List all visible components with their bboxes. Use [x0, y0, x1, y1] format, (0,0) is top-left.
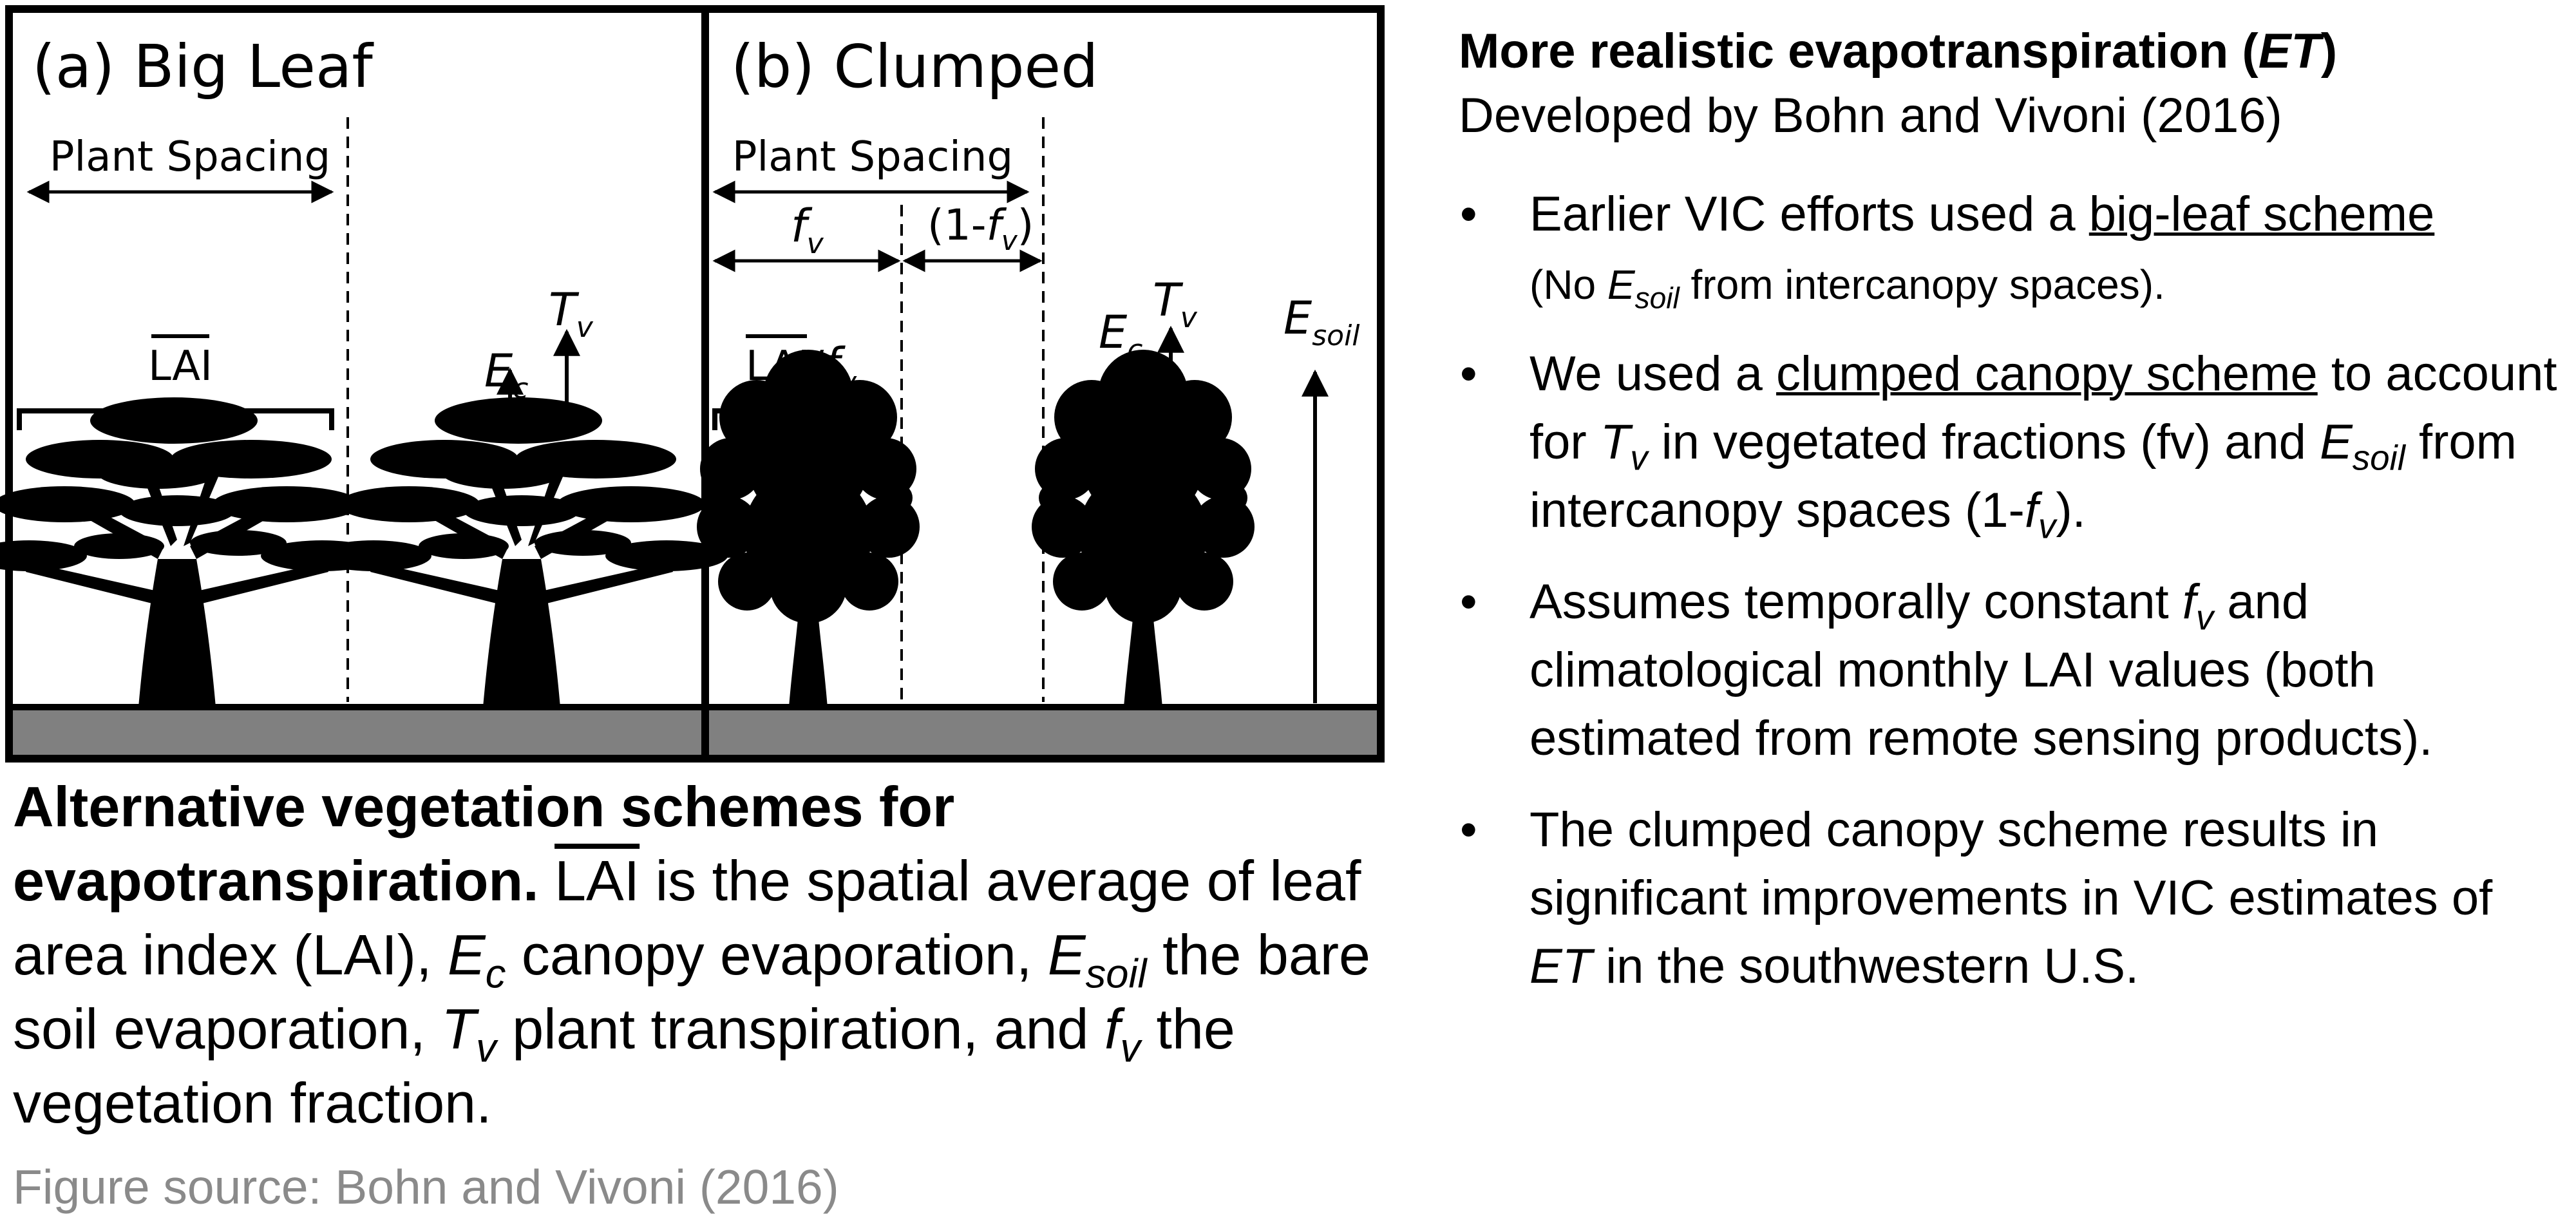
panel-b-esoil-label: Esoil	[1283, 292, 1360, 352]
panel-b-one-minus-fv-label: (1-fv)	[927, 200, 1034, 256]
ground-strip	[9, 707, 1381, 759]
panel-b-tv-label: Tv	[1153, 274, 1198, 334]
bullet-clumped: We used a clumped canopy scheme to accou…	[1459, 340, 2566, 545]
panel-a-ec-label: Ec	[484, 345, 528, 405]
bullet-big-leaf: Earlier VIC efforts used a big-leaf sche…	[1459, 180, 2566, 317]
figure-source: Figure source: Bohn and Vivoni (2016)	[13, 1160, 839, 1214]
panel-a-tv-label: Tv	[549, 283, 594, 344]
panel-a-title: (a) Big Leaf	[32, 32, 374, 101]
bullet-assumes: Assumes temporally constant fv and clima…	[1459, 568, 2566, 773]
panel-b-fv-label: fv	[791, 200, 824, 260]
vegetation-scheme-figure: (a) Big Leaf Plant Spacing LAI Ec Tv (b)…	[0, 5, 1385, 763]
bullet-results: The clumped canopy scheme results in sig…	[1459, 796, 2566, 1001]
panel-b-frame	[701, 5, 1385, 763]
panel-b-plant-spacing: Plant Spacing	[732, 133, 1013, 181]
caption-bold: Alternative vegetation schemes for evapo…	[13, 775, 955, 913]
panel-a-frame	[5, 5, 709, 763]
panel-subtitle: Developed by Bohn and Vivoni (2016)	[1459, 88, 2282, 143]
panel-title: More realistic evapotranspiration (ET)	[1459, 24, 2338, 79]
panel-b-tree-left	[697, 350, 920, 707]
panel-a-plant-spacing: Plant Spacing	[50, 133, 330, 181]
panel-b-tree-right	[1032, 350, 1255, 707]
summary-panel: More realistic evapotranspiration (ET) D…	[1459, 19, 2566, 1001]
panel-b-title: (b) Clumped	[731, 32, 1099, 101]
panel-a-lai: LAI	[148, 343, 213, 390]
summary-bullets: Earlier VIC efforts used a big-leaf sche…	[1459, 180, 2566, 1001]
panel-a-tree-right	[316, 397, 728, 707]
figure-caption: Alternative vegetation schemes for evapo…	[13, 775, 1370, 1135]
caption-lai: LAI	[554, 849, 640, 913]
